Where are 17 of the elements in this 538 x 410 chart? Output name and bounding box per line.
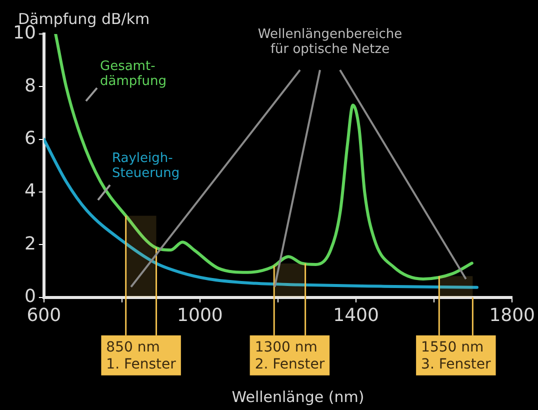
text: Rayleigh- Steuerung <box>112 151 180 181</box>
band-label: 1550 nm 3. Fenster <box>421 339 492 372</box>
band-label: 850 nm 1. Fenster <box>106 339 176 372</box>
y-tick-label: 0 <box>24 286 36 308</box>
x-tick-label: 1400 <box>333 304 379 326</box>
x-tick-label: 1000 <box>177 304 223 326</box>
y-tick-label: 8 <box>24 75 36 96</box>
y-tick-label: 4 <box>24 180 36 202</box>
x-tick-label: 600 <box>26 304 62 326</box>
text: Gesamt- dämpfung <box>100 59 166 89</box>
band-label: 1300 nm 2. Fenster <box>254 339 325 372</box>
x-tick-label: 1800 <box>489 304 535 326</box>
line-series <box>44 138 478 289</box>
y-tick-label: 2 <box>24 233 36 254</box>
x-axis-title: Wellenlänge (nm) <box>232 388 364 406</box>
annotation: Wellenlängenbereiche für optische Netze <box>258 27 402 57</box>
y-tick-label: 6 <box>24 128 36 150</box>
